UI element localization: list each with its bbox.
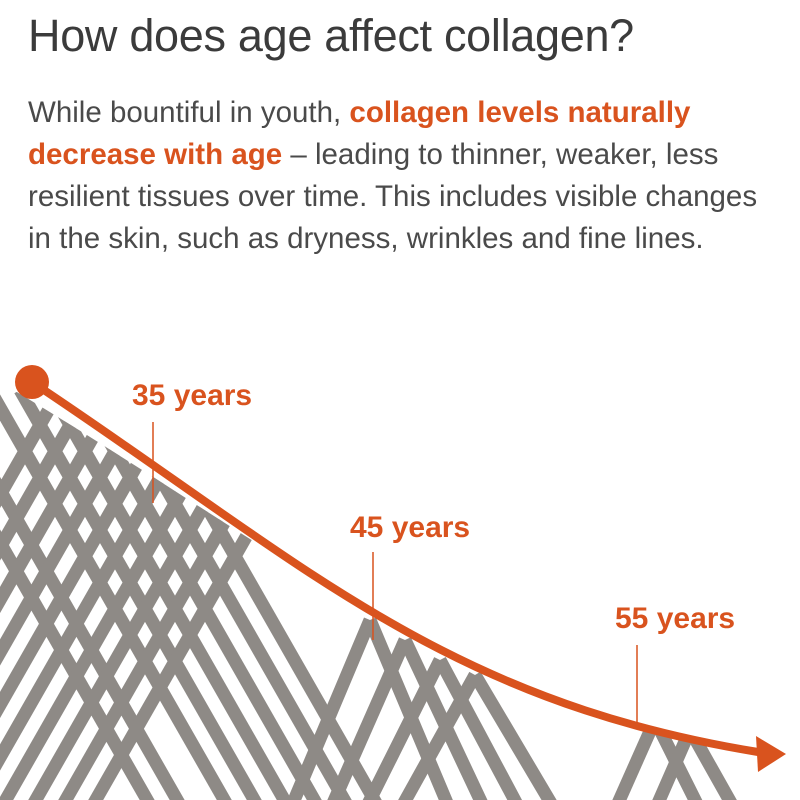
collagen-fibers (0, 386, 741, 800)
intro-rest: – leading to thinner, weaker, less resil… (28, 138, 758, 255)
intro-paragraph: While bountiful in youth, collagen level… (28, 92, 788, 260)
intro-lead: While bountiful in youth, (28, 96, 350, 129)
age-label-35: 35 years (132, 379, 252, 412)
fiber-cluster-medium (284, 617, 561, 800)
age-label-55: 55 years (615, 602, 735, 635)
page-title: How does age affect collagen? (28, 10, 634, 61)
curve-start-dot (15, 365, 49, 399)
decline-curve (28, 378, 762, 756)
intro-highlight: collagen levels naturally decrease with … (28, 96, 691, 171)
curve-arrowhead-icon (756, 736, 786, 772)
age-label-45: 45 years (350, 511, 470, 544)
